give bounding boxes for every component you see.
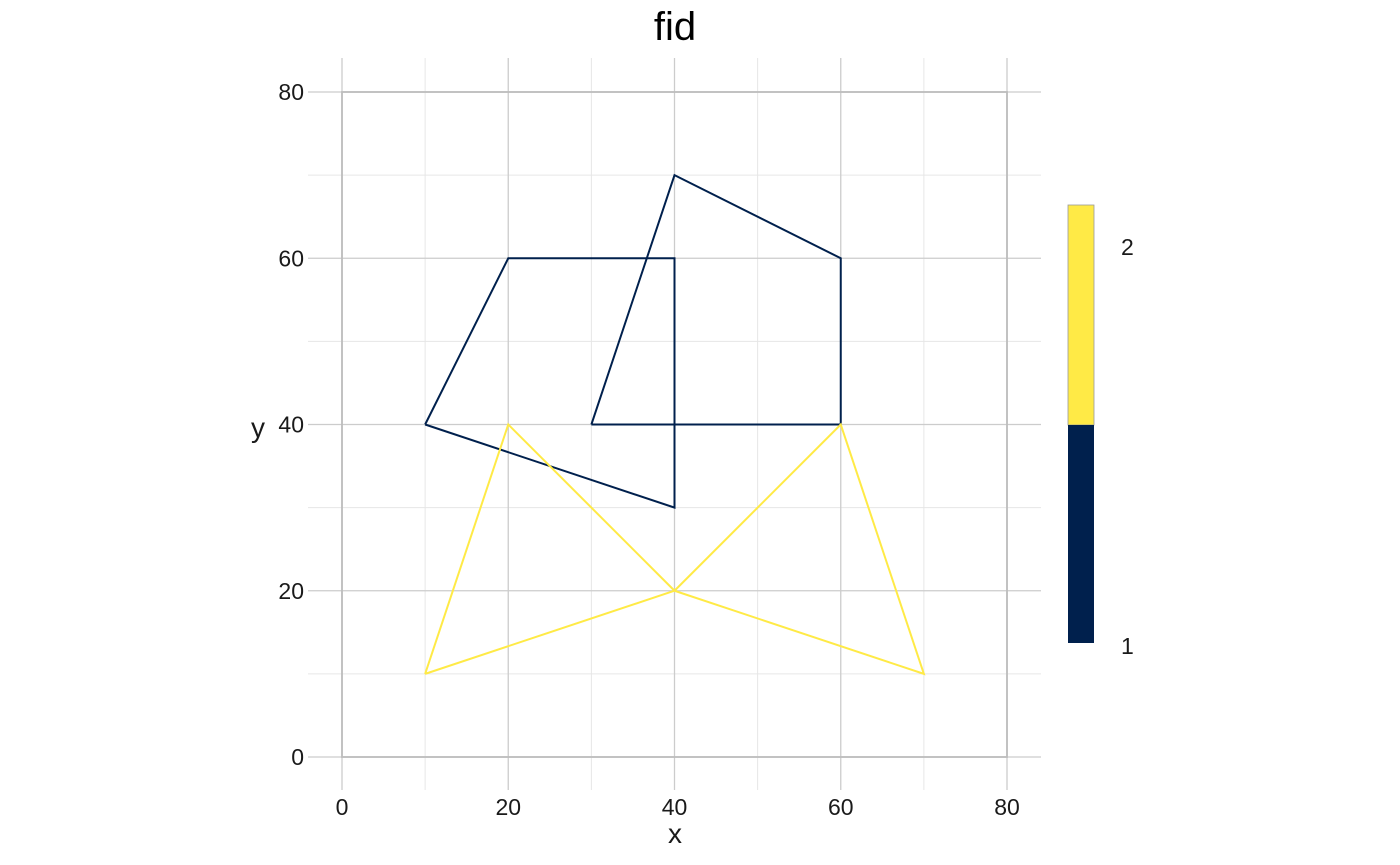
- x-tick-label: 80: [994, 794, 1020, 820]
- legend-label-1: 1: [1121, 633, 1134, 659]
- series-1-line: [424, 257, 676, 510]
- legend-swatch-1: [1068, 425, 1094, 643]
- legend-label-2: 2: [1121, 234, 1134, 260]
- y-axis-title: y: [251, 412, 265, 443]
- grid: [308, 58, 1041, 790]
- chart-title: fid: [654, 5, 696, 49]
- legend: 21: [1067, 204, 1134, 659]
- x-tick-label: 20: [495, 794, 521, 820]
- y-tick-label: 40: [278, 412, 304, 438]
- x-tick-label: 0: [336, 794, 349, 820]
- x-tick-label: 40: [662, 794, 688, 820]
- y-tick-label: 20: [278, 578, 304, 604]
- tick-labels: 0 20 40 60 80 0 20 40 60 80: [278, 79, 1019, 820]
- series-1-line: [590, 173, 842, 426]
- y-tick-label: 80: [278, 79, 304, 105]
- x-axis-title: x: [668, 818, 682, 849]
- plot-area: [424, 173, 926, 676]
- y-tick-label: 0: [291, 744, 304, 770]
- y-tick-label: 60: [278, 245, 304, 271]
- extent-frame: [341, 91, 1008, 758]
- legend-swatch-2: [1067, 204, 1095, 426]
- series-2-line: [424, 422, 677, 675]
- series-2-line: [673, 422, 926, 676]
- x-tick-label: 60: [828, 794, 854, 820]
